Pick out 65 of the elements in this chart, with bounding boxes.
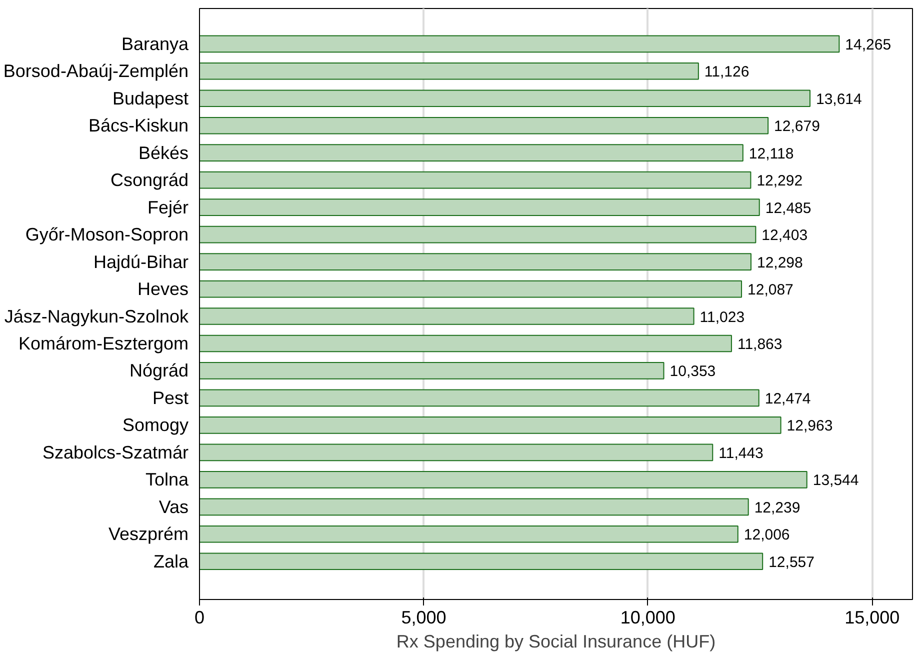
- y-tick-label: Jász-Nagykun-Szolnok: [4, 306, 190, 326]
- data-label: 12,087: [748, 282, 794, 299]
- bar: [200, 362, 664, 380]
- data-label: 12,963: [786, 418, 833, 435]
- bar: [200, 116, 769, 134]
- y-tick-label: Hajdú-Bihar: [93, 252, 189, 272]
- data-label: 12,485: [765, 200, 812, 217]
- data-label: 11,863: [737, 336, 782, 353]
- bar: [200, 198, 760, 216]
- data-label: 12,006: [744, 526, 790, 544]
- data-label: 12,298: [756, 254, 803, 272]
- data-label: 12,118: [748, 145, 794, 162]
- bar: [200, 444, 714, 462]
- bar: [200, 470, 808, 488]
- y-tick-label: Budapest: [112, 88, 188, 108]
- y-tick-label: Somogy: [122, 415, 189, 436]
- x-tick-label: 5,000: [401, 608, 446, 628]
- bar: [200, 498, 749, 516]
- data-label: 13,544: [812, 472, 859, 490]
- x-tick-label: 10,000: [620, 608, 676, 628]
- y-tick-label: Győr-Moson-Sopron: [25, 224, 189, 245]
- data-label: 10,353: [670, 363, 716, 380]
- y-tick-label: Zala: [153, 551, 190, 572]
- data-label: 12,292: [756, 172, 803, 190]
- bar: [200, 35, 840, 53]
- bar: [200, 62, 699, 80]
- data-label: 12,403: [762, 227, 808, 244]
- y-tick-label: Pest: [152, 388, 189, 408]
- bar: [200, 552, 764, 570]
- bar: [200, 389, 760, 407]
- y-tick-label: Tolna: [145, 470, 190, 490]
- data-label: 14,265: [845, 36, 892, 54]
- bar: [200, 525, 738, 543]
- y-tick-label: Csongrád: [110, 170, 188, 190]
- data-label: 12,679: [774, 118, 820, 136]
- x-axis-title: Rx Spending by Social Insurance (HUF): [396, 632, 716, 652]
- bar: [200, 226, 756, 244]
- bar: [200, 308, 694, 325]
- y-tick-label: Heves: [137, 279, 189, 300]
- data-label: 11,126: [704, 64, 750, 81]
- y-tick-label: Fejér: [147, 197, 189, 218]
- x-tick-label: 15,000: [844, 608, 900, 628]
- y-tick-label: Vas: [158, 496, 189, 517]
- y-tick-label: Borsod-Abaúj-Zemplén: [3, 61, 189, 82]
- data-label: 12,474: [764, 390, 811, 408]
- y-tick-label: Szabolcs-Szatmár: [42, 442, 189, 462]
- data-label: 12,557: [768, 554, 814, 571]
- data-label: 13,614: [816, 90, 862, 108]
- y-tick-label: Veszprém: [108, 524, 189, 544]
- y-tick-label: Bács-Kiskun: [88, 116, 189, 136]
- x-tick-label: 0: [194, 608, 205, 628]
- bar: [200, 280, 742, 298]
- data-label: 11,023: [700, 308, 745, 326]
- bar: [200, 90, 810, 108]
- bar: [200, 334, 732, 352]
- y-tick-label: Baranya: [121, 34, 190, 54]
- y-tick-label: Békés: [138, 142, 189, 163]
- y-tick-label: Komárom-Esztergom: [18, 333, 189, 354]
- bar: [200, 171, 752, 189]
- data-label: 12,239: [754, 499, 800, 516]
- bar: [200, 253, 752, 270]
- bar: [200, 416, 782, 434]
- y-tick-label: Nógrád: [129, 360, 189, 381]
- data-label: 11,443: [718, 444, 764, 462]
- bar: [200, 144, 744, 162]
